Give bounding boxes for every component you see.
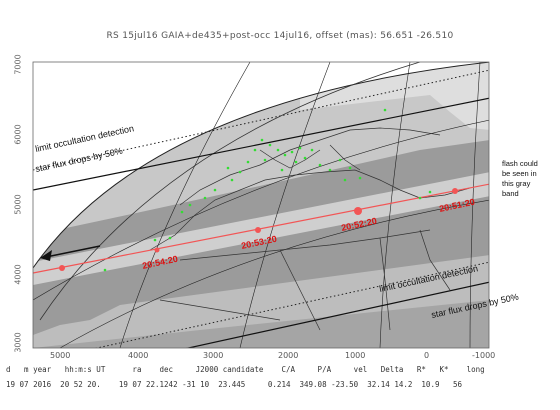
x-tick: 3000 <box>203 351 224 360</box>
y-tick: 4000 <box>13 264 23 285</box>
city-dots <box>103 108 432 272</box>
x-tick: 4000 <box>128 351 149 360</box>
track-point <box>452 188 458 194</box>
track-point <box>255 227 261 233</box>
svg-text:band: band <box>502 189 519 198</box>
track-point <box>354 207 362 215</box>
footer-header: d m year hh:m:s UT ra dec J2000 candidat… <box>6 365 485 374</box>
plot-title: RS 15jul16 GAIA+de435+post-occ 14jul16, … <box>106 31 454 41</box>
x-tick: -1000 <box>472 351 496 360</box>
track-point <box>59 265 65 271</box>
y-tick: 7000 <box>13 54 23 75</box>
track-point <box>154 247 160 253</box>
flux-line-north <box>33 97 489 191</box>
flux-line-south <box>185 281 489 348</box>
track-points <box>59 188 458 271</box>
motion-arrow-icon <box>40 245 101 261</box>
svg-text:this gray: this gray <box>502 179 531 188</box>
plot-frame <box>32 61 490 349</box>
svg-text:be seen in: be seen in <box>502 169 537 178</box>
svg-text:flash could: flash could <box>502 159 538 168</box>
footer-values: 19 07 2016 20 52 20. 19 07 22.1242 -31 1… <box>6 380 463 389</box>
x-tick: 0 <box>424 351 430 360</box>
y-tick: 5000 <box>13 194 23 215</box>
x-tick: 1000 <box>345 351 366 360</box>
x-tick: 5000 <box>50 351 71 360</box>
central-track <box>33 183 489 274</box>
y-tick: 6000 <box>13 124 23 145</box>
y-tick: 3000 <box>13 332 23 353</box>
flash-note: flash could be seen in this gray band <box>502 159 538 198</box>
x-tick: 2000 <box>278 351 299 360</box>
